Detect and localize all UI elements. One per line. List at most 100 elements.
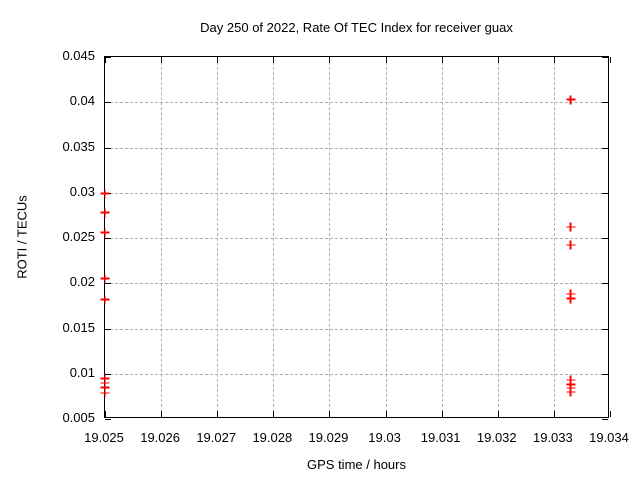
y-tick-mark-right bbox=[602, 238, 608, 239]
y-tick-mark-left bbox=[105, 147, 111, 149]
data-point bbox=[100, 228, 110, 238]
x-tick-mark-top bbox=[497, 57, 499, 63]
y-tick-label: 0.015 bbox=[62, 319, 95, 335]
y-tick-mark-right bbox=[602, 192, 608, 194]
x-tick-mark-top bbox=[273, 57, 275, 63]
y-tick-label: 0.005 bbox=[62, 410, 95, 425]
plus-marker-vbar bbox=[569, 289, 572, 299]
y-tick-label: 0.025 bbox=[62, 229, 95, 244]
gridline-horizontal bbox=[105, 147, 608, 149]
data-point bbox=[566, 289, 576, 299]
gridline-vertical bbox=[385, 57, 387, 417]
x-tick-mark-top bbox=[161, 57, 163, 63]
data-point bbox=[566, 240, 576, 250]
data-point bbox=[100, 382, 110, 392]
plus-marker-vbar bbox=[104, 228, 106, 238]
gridline-vertical bbox=[497, 57, 499, 417]
x-tick-mark-top bbox=[329, 57, 331, 63]
gridline-vertical bbox=[273, 57, 275, 417]
data-point bbox=[100, 295, 110, 305]
x-tick-mark-bottom bbox=[161, 411, 163, 417]
x-tick-label: 19.031 bbox=[420, 430, 461, 445]
plus-marker-vbar bbox=[569, 240, 572, 250]
plus-marker-vbar bbox=[104, 388, 106, 398]
gridline-horizontal bbox=[105, 373, 608, 375]
gridline-horizontal bbox=[105, 192, 608, 194]
x-tick-label: 19.025 bbox=[84, 430, 124, 445]
data-point bbox=[100, 373, 110, 383]
x-tick-mark-top bbox=[385, 57, 387, 63]
x-tick-mark-top bbox=[217, 57, 219, 63]
y-tick-mark-left bbox=[105, 57, 111, 58]
y-tick-mark-right bbox=[602, 328, 608, 330]
gridline-horizontal bbox=[105, 328, 608, 330]
gridline-horizontal bbox=[105, 102, 608, 104]
x-tick-label: 19.026 bbox=[140, 430, 180, 445]
y-tick-mark-right bbox=[602, 57, 608, 58]
y-tick-label: 0.035 bbox=[62, 138, 95, 154]
data-point bbox=[566, 387, 576, 397]
x-tick-label: 19.028 bbox=[252, 430, 293, 445]
x-tick-label: 19.03 bbox=[368, 430, 401, 445]
x-tick-mark-top bbox=[553, 57, 555, 63]
y-tick-label: 0.02 bbox=[69, 274, 95, 290]
x-tick-mark-bottom bbox=[385, 411, 387, 417]
x-tick-mark-bottom bbox=[441, 411, 443, 417]
y-tick-label: 0.04 bbox=[69, 93, 95, 109]
gridline-vertical bbox=[329, 57, 331, 417]
data-point bbox=[100, 208, 110, 218]
x-tick-label: 19.029 bbox=[308, 430, 349, 445]
y-tick-label: 0.03 bbox=[69, 183, 95, 199]
plus-marker-vbar bbox=[104, 382, 106, 392]
gridline-horizontal bbox=[105, 283, 608, 285]
gridline-horizontal bbox=[105, 238, 608, 239]
y-tick-mark-right bbox=[602, 419, 608, 420]
x-axis-label: GPS time / hours bbox=[307, 457, 406, 472]
plus-marker-vbar bbox=[104, 189, 106, 199]
data-point bbox=[566, 95, 576, 105]
y-tick-mark-left bbox=[105, 419, 111, 420]
x-tick-mark-bottom bbox=[329, 411, 331, 417]
y-tick-mark-right bbox=[602, 373, 608, 375]
x-tick-mark-bottom bbox=[553, 411, 555, 417]
plus-marker-vbar bbox=[104, 274, 106, 284]
plus-marker-vbar bbox=[104, 373, 106, 383]
data-point bbox=[566, 294, 576, 304]
gridline-vertical bbox=[553, 57, 555, 417]
y-tick-label: 0.01 bbox=[69, 364, 95, 380]
x-tick-mark-bottom bbox=[217, 411, 219, 417]
plus-marker-vbar bbox=[104, 295, 106, 305]
x-tick-mark-bottom bbox=[497, 411, 499, 417]
data-point bbox=[566, 222, 576, 232]
x-tick-mark-top bbox=[441, 57, 443, 63]
gridline-vertical bbox=[161, 57, 163, 417]
plus-marker-vbar bbox=[104, 208, 106, 218]
data-point bbox=[100, 378, 110, 388]
x-tick-mark-bottom bbox=[273, 411, 275, 417]
y-tick-mark-left bbox=[105, 328, 111, 330]
y-tick-mark-left bbox=[105, 373, 111, 375]
chart-title: Day 250 of 2022, Rate Of TEC Index for r… bbox=[200, 20, 513, 35]
x-tick-label: 19.033 bbox=[532, 430, 573, 445]
x-tick-mark-bottom bbox=[105, 411, 106, 417]
gridline-vertical bbox=[217, 57, 219, 417]
data-point bbox=[100, 189, 110, 199]
plot-area bbox=[100, 56, 611, 420]
gridline-vertical bbox=[441, 57, 443, 417]
plus-marker-vbar bbox=[104, 378, 106, 388]
x-tick-mark-top bbox=[105, 57, 106, 63]
x-tick-mark-bottom bbox=[610, 411, 611, 417]
plus-marker-vbar bbox=[569, 387, 572, 397]
y-tick-mark-right bbox=[602, 102, 608, 104]
x-tick-label: 19.027 bbox=[196, 430, 237, 445]
plus-marker-vbar bbox=[569, 95, 572, 105]
x-tick-label: 19.032 bbox=[476, 430, 517, 445]
x-tick-mark-top bbox=[610, 57, 611, 63]
data-point bbox=[566, 375, 576, 385]
y-tick-mark-right bbox=[602, 283, 608, 285]
y-tick-label: 0.045 bbox=[62, 48, 95, 63]
y-tick-mark-left bbox=[105, 102, 111, 104]
y-tick-mark-right bbox=[602, 147, 608, 149]
y-tick-mark-left bbox=[105, 283, 111, 285]
